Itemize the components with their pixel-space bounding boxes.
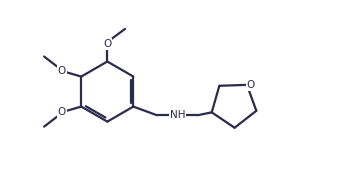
Text: O: O: [247, 80, 255, 90]
Text: O: O: [58, 107, 66, 117]
Text: O: O: [58, 66, 66, 76]
Text: O: O: [103, 39, 112, 49]
Text: NH: NH: [170, 110, 185, 120]
